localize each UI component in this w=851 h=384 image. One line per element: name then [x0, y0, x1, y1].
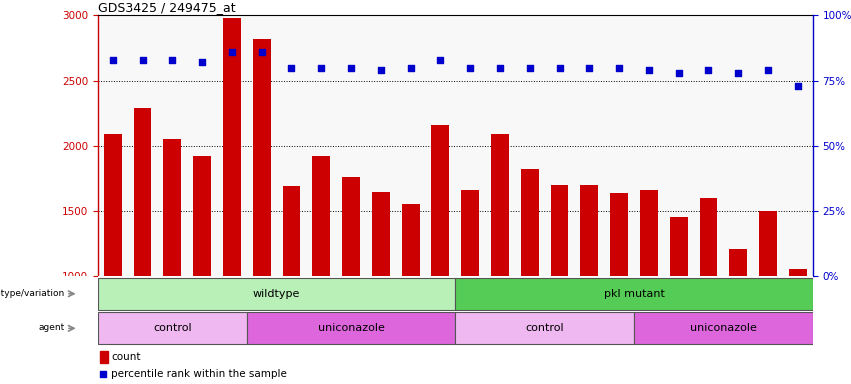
Bar: [342, 177, 360, 276]
Point: [165, 57, 179, 63]
Point: [523, 65, 536, 71]
Bar: [670, 217, 688, 276]
Point: [553, 65, 567, 71]
Point: [136, 57, 150, 63]
Point: [582, 65, 596, 71]
Bar: [729, 249, 747, 276]
Point: [403, 65, 417, 71]
FancyBboxPatch shape: [455, 313, 634, 344]
Bar: [551, 185, 568, 276]
Bar: [100, 351, 107, 363]
FancyBboxPatch shape: [455, 278, 813, 310]
Bar: [700, 198, 717, 276]
Point: [731, 70, 745, 76]
Point: [701, 67, 715, 73]
Text: control: control: [525, 323, 564, 333]
Bar: [283, 186, 300, 276]
Bar: [253, 39, 271, 276]
Point: [761, 67, 774, 73]
Bar: [759, 210, 777, 276]
Bar: [402, 204, 420, 276]
FancyBboxPatch shape: [247, 313, 455, 344]
Text: wildtype: wildtype: [253, 289, 300, 299]
Point: [642, 67, 655, 73]
Point: [106, 57, 119, 63]
Point: [225, 49, 238, 55]
Point: [433, 57, 448, 63]
Bar: [491, 134, 509, 276]
Bar: [193, 156, 211, 276]
Point: [196, 59, 209, 65]
Bar: [580, 185, 598, 276]
Point: [315, 65, 328, 71]
Text: percentile rank within the sample: percentile rank within the sample: [111, 369, 288, 379]
Point: [96, 371, 110, 377]
Bar: [312, 156, 330, 276]
Text: count: count: [111, 352, 141, 362]
FancyBboxPatch shape: [98, 313, 247, 344]
Text: pkl mutant: pkl mutant: [603, 289, 665, 299]
Text: agent: agent: [38, 323, 65, 332]
FancyBboxPatch shape: [634, 313, 813, 344]
Point: [493, 65, 506, 71]
Point: [284, 65, 298, 71]
Bar: [163, 139, 181, 276]
Point: [612, 65, 625, 71]
Bar: [104, 134, 122, 276]
Bar: [431, 125, 449, 276]
FancyBboxPatch shape: [98, 278, 455, 310]
Bar: [134, 108, 151, 276]
Point: [255, 49, 269, 55]
Bar: [223, 18, 241, 276]
Point: [463, 65, 477, 71]
Text: control: control: [153, 323, 191, 333]
Point: [672, 70, 686, 76]
Bar: [521, 169, 539, 276]
Point: [791, 83, 805, 89]
Text: uniconazole: uniconazole: [690, 323, 757, 333]
Bar: [461, 190, 479, 276]
Point: [344, 65, 357, 71]
Bar: [610, 193, 628, 276]
Text: uniconazole: uniconazole: [317, 323, 385, 333]
Text: GDS3425 / 249475_at: GDS3425 / 249475_at: [98, 1, 236, 14]
Point: [374, 67, 387, 73]
Bar: [372, 192, 390, 276]
Bar: [789, 269, 807, 276]
Text: genotype/variation: genotype/variation: [0, 288, 65, 298]
Bar: [640, 190, 658, 276]
